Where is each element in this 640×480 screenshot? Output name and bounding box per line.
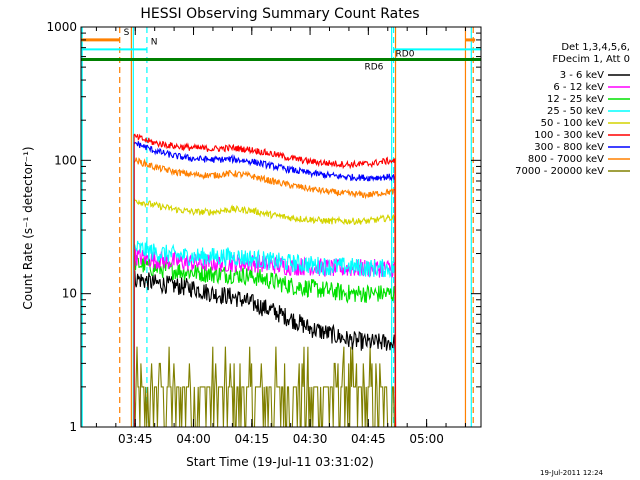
series-trace xyxy=(133,270,397,428)
y-axis-label: Count Rate (s⁻¹ detector⁻¹) xyxy=(21,146,35,309)
flag-label-n: N xyxy=(151,37,158,47)
legend-entry-label: 7000 - 20000 keV xyxy=(515,166,604,177)
series-trace xyxy=(133,255,397,428)
flag-label-rd6: RD6 xyxy=(364,63,383,73)
x-tick-label: 05:00 xyxy=(409,432,444,446)
flag-label-s: S xyxy=(124,28,130,38)
chart-title: HESSI Observing Summary Count Rates xyxy=(140,6,419,22)
flag-label-rd0: RD0 xyxy=(396,49,415,59)
y-tick-label: 1 xyxy=(69,420,77,434)
legend-entry-label: 25 - 50 keV xyxy=(547,106,604,117)
series-trace xyxy=(133,141,397,428)
legend-entry-label: 100 - 300 keV xyxy=(534,130,604,141)
legend-entry-label: 3 - 6 keV xyxy=(560,70,604,81)
series-trace xyxy=(133,157,397,428)
series-trace xyxy=(133,346,396,428)
y-tick-label: 10 xyxy=(62,287,77,301)
series-trace xyxy=(133,198,397,428)
legend-entry-label: 800 - 7000 keV xyxy=(528,154,604,165)
y-tick-label: 100 xyxy=(54,153,77,167)
legend-header-line-1: Det 1,3,4,5,6, xyxy=(561,42,630,53)
series-trace xyxy=(133,133,397,428)
x-tick-label: 04:00 xyxy=(176,432,211,446)
legend-entry-label: 300 - 800 keV xyxy=(534,142,604,153)
legend-header-line-2: FDecim 1, Att 0 xyxy=(552,54,630,65)
x-tick-label: 03:45 xyxy=(118,432,153,446)
series-trace xyxy=(133,240,397,428)
legend-entry-label: 12 - 25 keV xyxy=(547,94,604,105)
legend-entry-label: 50 - 100 keV xyxy=(541,118,605,129)
plot-area: S N RD0 RD6 xyxy=(81,27,481,428)
x-tick-label: 04:30 xyxy=(293,432,328,446)
x-tick-label: 04:45 xyxy=(351,432,386,446)
plot-frame xyxy=(80,26,482,428)
y-tick-label: 1000 xyxy=(46,20,77,34)
x-tick-label: 04:15 xyxy=(235,432,270,446)
x-axis-label: Start Time (19-Jul-11 03:31:02) xyxy=(186,455,374,469)
plot-timestamp: 19-Jul-2011 12:24 xyxy=(540,469,604,477)
legend-entry-label: 6 - 12 keV xyxy=(553,82,604,93)
